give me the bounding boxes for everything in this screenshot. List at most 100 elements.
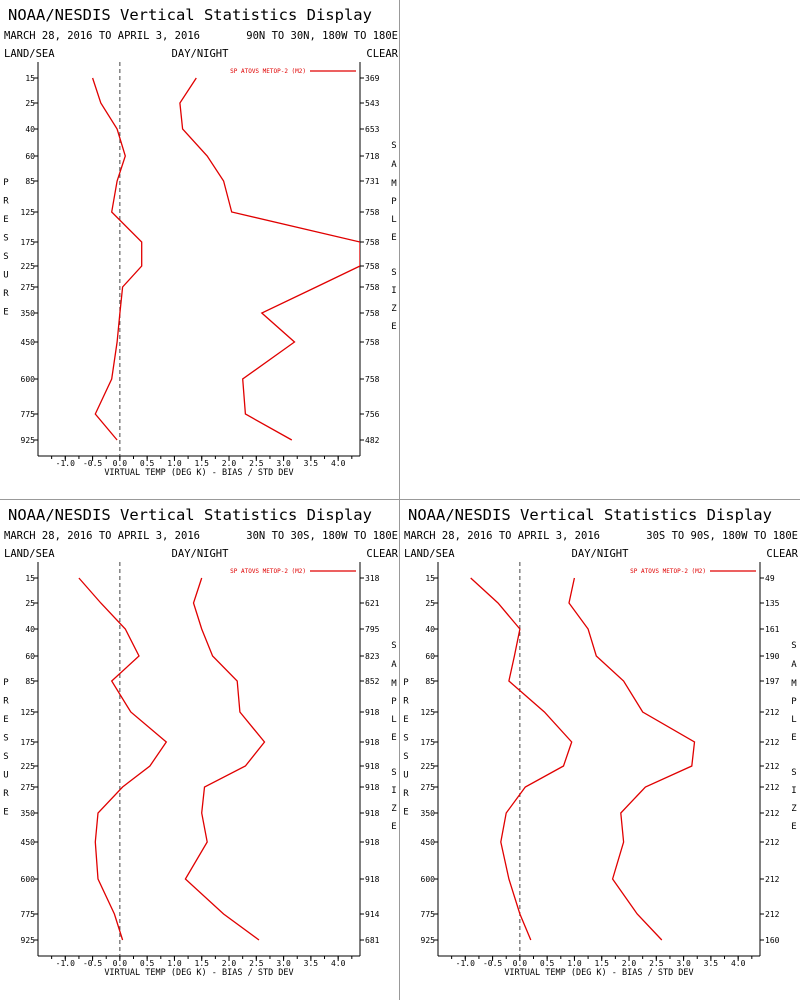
x-tick-label: 1.0 xyxy=(167,959,182,968)
pressure-label: 775 xyxy=(21,410,36,419)
chart-svg: NOAA/NESDIS Vertical Statistics Display M… xyxy=(3,6,398,478)
y-axis-title-letter: S xyxy=(3,234,8,244)
stats-panel-30n-30s: NOAA/NESDIS Vertical Statistics Display M… xyxy=(0,500,400,1000)
right-axis-title-letter: M xyxy=(391,679,397,689)
pressure-label: 775 xyxy=(21,910,36,919)
sample-size-label: 758 xyxy=(365,238,380,247)
x-axis-title: VIRTUAL TEMP (DEG K) - BIAS / STD DEV xyxy=(104,468,293,478)
pressure-label: 85 xyxy=(25,177,35,186)
x-tick-label: 1.5 xyxy=(195,959,210,968)
y-axis-title-letter: U xyxy=(3,271,8,281)
y-axis-title-letter: S xyxy=(403,734,408,744)
x-tick-label: 0.0 xyxy=(513,959,528,968)
right-axis-title-letter: S xyxy=(391,641,396,651)
sample-size-label: 197 xyxy=(765,677,780,686)
x-axis-title: VIRTUAL TEMP (DEG K) - BIAS / STD DEV xyxy=(504,968,693,978)
right-axis-title-letter: E xyxy=(391,322,396,332)
right-axis-title-letter: S xyxy=(391,268,396,278)
x-tick-label: 3.0 xyxy=(276,959,291,968)
pressure-label: 40 xyxy=(25,125,35,134)
sample-size-label: 758 xyxy=(365,262,380,271)
sample-size-label: 852 xyxy=(365,677,380,686)
pressure-label: 60 xyxy=(25,152,35,161)
sample-size-label: 212 xyxy=(765,783,780,792)
y-axis-title-letter: R xyxy=(3,289,9,299)
x-tick-label: 4.0 xyxy=(331,959,346,968)
pressure-label: 600 xyxy=(21,875,36,884)
x-tick-label: 1.0 xyxy=(567,959,582,968)
right-axis-title-letter: S xyxy=(791,768,796,778)
page-title: NOAA/NESDIS Vertical Statistics Display xyxy=(8,6,372,24)
sample-size-label: 758 xyxy=(365,375,380,384)
x-tick-label: 3.5 xyxy=(304,459,319,468)
land-sea-label: LAND/SEA xyxy=(404,548,455,560)
pressure-label: 450 xyxy=(21,338,36,347)
x-tick-label: 2.0 xyxy=(222,459,237,468)
pressure-label: 40 xyxy=(25,625,35,634)
pressure-label: 60 xyxy=(425,652,435,661)
pressure-label: 775 xyxy=(421,910,436,919)
y-axis-title-letter: S xyxy=(3,752,8,762)
clear-label: CLEAR xyxy=(366,48,398,60)
x-tick-label: -0.5 xyxy=(483,959,502,968)
right-axis-title-letter: L xyxy=(391,715,396,725)
y-axis-title-letter: U xyxy=(403,771,408,781)
y-axis-title-letter: E xyxy=(403,808,408,818)
bias-line xyxy=(78,577,168,941)
pressure-label: 15 xyxy=(25,74,35,83)
right-axis-title-letter: E xyxy=(391,822,396,832)
pressure-label: 225 xyxy=(21,762,36,771)
sample-size-label: 758 xyxy=(365,338,380,347)
y-axis-title-letter: P xyxy=(3,678,9,688)
sample-size-label: 318 xyxy=(365,574,380,583)
y-axis-title-letter: E xyxy=(3,715,8,725)
y-axis-title-letter: S xyxy=(403,752,408,762)
x-axis-title: VIRTUAL TEMP (DEG K) - BIAS / STD DEV xyxy=(104,968,293,978)
land-sea-label: LAND/SEA xyxy=(4,48,55,60)
page-title: NOAA/NESDIS Vertical Statistics Display xyxy=(408,506,772,524)
sample-size-label: 731 xyxy=(365,177,380,186)
land-sea-label: LAND/SEA xyxy=(4,548,55,560)
right-axis-title-letter: P xyxy=(791,697,797,707)
pressure-label: 925 xyxy=(21,936,36,945)
x-tick-label: 3.5 xyxy=(704,959,719,968)
stats-panel-30s-90s: NOAA/NESDIS Vertical Statistics Display M… xyxy=(400,500,800,1000)
sample-size-label: 482 xyxy=(365,436,380,445)
right-axis-title-letter: S xyxy=(791,641,796,651)
y-axis-title-letter: E xyxy=(403,715,408,725)
right-axis-title-letter: E xyxy=(791,733,796,743)
x-tick-label: 0.0 xyxy=(113,459,128,468)
legend-label: SP ATOVS METOP-2 (M2) xyxy=(230,68,306,75)
pressure-label: 350 xyxy=(21,809,36,818)
sample-size-label: 190 xyxy=(765,652,780,661)
chart-svg: NOAA/NESDIS Vertical Statistics Display M… xyxy=(403,506,798,978)
y-axis-title-letter: P xyxy=(403,678,409,688)
sample-size-label: 212 xyxy=(765,838,780,847)
sample-size-label: 135 xyxy=(765,599,780,608)
clear-label: CLEAR xyxy=(766,548,798,560)
y-axis-title-letter: U xyxy=(3,771,8,781)
pressure-label: 600 xyxy=(421,875,436,884)
date-range: MARCH 28, 2016 TO APRIL 3, 2016 xyxy=(4,30,200,42)
sample-size-label: 621 xyxy=(365,599,380,608)
sample-size-label: 918 xyxy=(365,783,380,792)
right-axis-title-letter: Z xyxy=(791,804,797,814)
right-axis-title-letter: I xyxy=(391,286,396,296)
date-range: MARCH 28, 2016 TO APRIL 3, 2016 xyxy=(404,530,600,542)
bias-line xyxy=(91,77,143,441)
right-axis-title-letter: S xyxy=(391,768,396,778)
legend-label: SP ATOVS METOP-2 (M2) xyxy=(230,568,306,575)
sample-size-label: 212 xyxy=(765,762,780,771)
x-tick-label: -0.5 xyxy=(83,959,102,968)
sample-size-label: 918 xyxy=(365,809,380,818)
x-tick-label: 2.5 xyxy=(249,959,264,968)
right-axis-title-letter: S xyxy=(391,141,396,151)
y-axis-title-letter: R xyxy=(403,789,409,799)
y-axis-title-letter: S xyxy=(3,734,8,744)
sample-size-label: 918 xyxy=(365,875,380,884)
pressure-label: 125 xyxy=(21,208,36,217)
sample-size-label: 914 xyxy=(365,910,380,919)
pressure-label: 125 xyxy=(421,708,436,717)
y-axis-title-letter: R xyxy=(3,697,9,707)
right-axis-title-letter: L xyxy=(791,715,796,725)
